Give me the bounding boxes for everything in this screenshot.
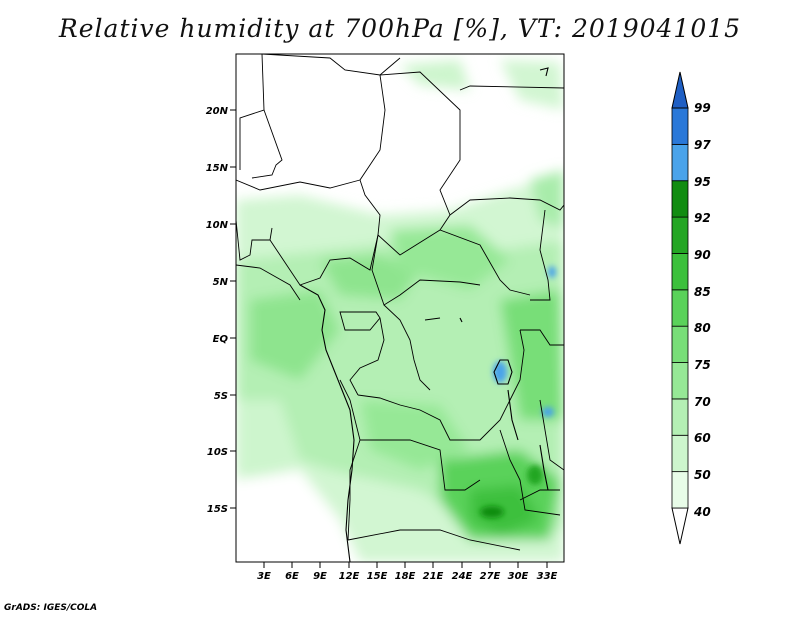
colorbar-label: 80 — [694, 321, 711, 335]
colorbar-cell — [671, 471, 689, 509]
colorbar-cell — [671, 398, 689, 436]
coastline — [299, 67, 549, 562]
colorbar-cell — [671, 507, 689, 545]
longitude-axis: 3E 6E 9E 12E 15E 18E 21E 24E 27E 30E 33E — [257, 562, 558, 582]
credit-text: GrADS: IGES/COLA — [4, 603, 98, 613]
colorbar-label: 92 — [694, 211, 711, 225]
colorbar-cell — [671, 216, 689, 254]
colorbar-cell — [671, 143, 689, 182]
colorbar-cell — [671, 434, 689, 473]
humidity-field — [236, 54, 564, 562]
colorbar-label: 40 — [693, 505, 711, 519]
colorbar-cell — [671, 180, 689, 218]
lon-label: 21E — [423, 571, 444, 582]
colorbar-label: 95 — [694, 175, 711, 189]
lon-label: 15E — [367, 571, 388, 582]
colorbar-cell — [671, 253, 689, 291]
colorbar-cell — [671, 71, 689, 109]
colorbar-label: 85 — [694, 285, 711, 299]
lat-label: 20N — [206, 106, 229, 117]
colorbar-cell — [671, 289, 689, 327]
latitude-axis: 20N 15N 10N 5N EQ 5S 10S 15S — [206, 106, 236, 515]
colorbar-label: 60 — [694, 431, 711, 445]
country-borders — [236, 54, 564, 551]
lon-label: 12E — [339, 571, 360, 582]
colorbar-label: 50 — [694, 468, 711, 482]
colorbar-label: 70 — [694, 395, 711, 409]
lat-label: 5S — [214, 391, 228, 402]
lat-label: 10N — [206, 220, 229, 231]
colorbar-label: 97 — [694, 138, 711, 152]
colorbar-cell — [671, 325, 689, 363]
lat-label: EQ — [213, 334, 229, 345]
lon-label: 30E — [508, 571, 529, 582]
lon-label: 6E — [285, 571, 299, 582]
lat-label: 15N — [206, 163, 229, 174]
lon-label: 33E — [537, 571, 558, 582]
lon-label: 24E — [452, 571, 473, 582]
lon-label: 27E — [480, 571, 501, 582]
colorbar-label: 99 — [694, 101, 711, 115]
colorbar-label: 75 — [694, 358, 711, 372]
lon-label: 18E — [395, 571, 416, 582]
lon-label: 9E — [313, 571, 327, 582]
colorbar-cell — [671, 107, 689, 145]
lat-label: 15S — [207, 504, 228, 515]
lon-label: 3E — [257, 571, 271, 582]
colorbar-legend: 99 97 95 92 90 85 80 75 70 60 50 40 — [671, 71, 711, 545]
lat-label: 5N — [213, 277, 229, 288]
colorbar-cell — [671, 362, 689, 400]
map-frame — [235, 53, 565, 563]
lat-label: 10S — [207, 447, 228, 458]
colorbar-label: 90 — [694, 248, 711, 262]
map-title: Relative humidity at 700hPa [%], VT: 201… — [58, 14, 742, 43]
